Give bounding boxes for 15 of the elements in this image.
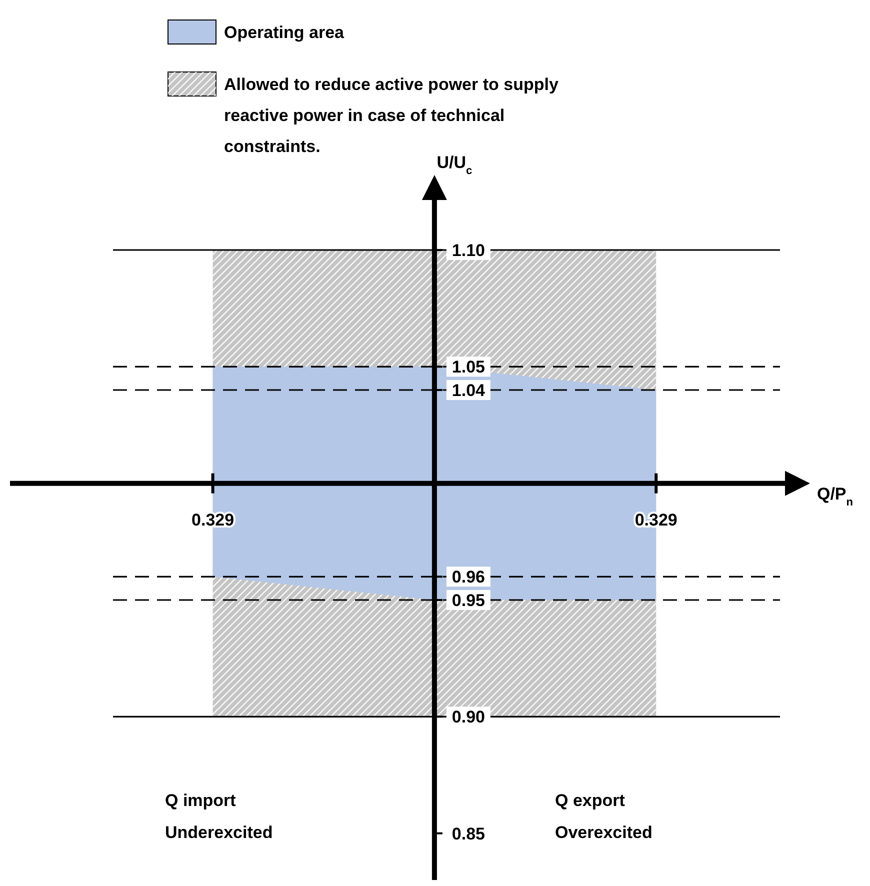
y-tick-label: 0.96: [452, 568, 485, 587]
y-axis-title: U/U$_{c}$: [436, 153, 472, 177]
y-tick-label: 1.05: [452, 358, 485, 377]
y-tick-label: 0.95: [452, 591, 485, 610]
annotation: Q export Overexcited: [555, 791, 652, 842]
y-tick-label: 0.85: [452, 824, 485, 844]
x-axis-title: Q/P$_{n}$: [816, 484, 854, 508]
x-tick-label: 0.329: [192, 510, 234, 530]
y-tick-label: 1.10: [452, 241, 485, 260]
y-tick-label: 1.04: [452, 381, 486, 400]
legend-label: Allowed to reduce active power to supply reactive power in case of technical constraints.: [224, 75, 559, 156]
annotation: Q import Underexcited: [165, 791, 273, 842]
x-tick-label: 0.329: [634, 510, 678, 530]
legend-label: Operating area: [224, 23, 345, 42]
y-tick-label: 0.90: [452, 708, 485, 727]
